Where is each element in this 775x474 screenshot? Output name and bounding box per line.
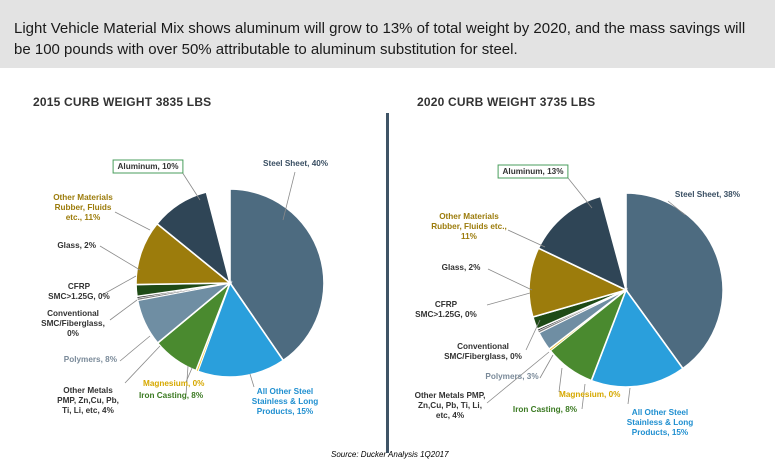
data-label-all-other-steel: All Other Steel Stainless & Long Products,… [627, 408, 693, 437]
leader-line-other-materials [507, 229, 546, 248]
leader-line-all-other-steel [249, 373, 255, 388]
data-label-other-materials: Other Materials Rubber, Fluids etc., 11% [431, 212, 507, 241]
leader-line-aluminum [181, 171, 201, 201]
data-label-other-materials: Other Materials Rubber, Fluids etc., 11% [53, 193, 113, 222]
pie-slice-steel-sheet [229, 188, 325, 362]
pie-slice-aluminum [155, 191, 232, 286]
leader-line-conventional-smc [525, 319, 541, 351]
data-label-all-other-steel: All Other Steel Stainless & Long Products,… [252, 387, 318, 416]
data-label-steel-sheet: Steel Sheet, 38% [675, 190, 741, 199]
data-label-glass: Glass, 2% [442, 263, 481, 272]
pie-slice-steel-sheet [625, 192, 724, 370]
data-label-iron-casting: Iron Casting, 8% [513, 405, 578, 414]
leader-line-glass [487, 268, 533, 291]
chart-title-2020: 2020 CURB WEIGHT 3735 LBS [417, 95, 596, 109]
pie-slice-all-other-steel [590, 288, 685, 388]
leader-line-aluminum [567, 177, 593, 209]
data-label-conventional-smc: Conventional SMC/Fiberglass, 0% [444, 342, 523, 361]
data-label-other-metals: Other Metals PMP, Zn,Cu, Pb, Ti, Li, etc, … [57, 386, 119, 415]
leader-line-steel-sheet [282, 171, 296, 221]
data-label-magnesium: Magnesium, 0% [143, 379, 205, 388]
header-text: Light Vehicle Material Mix shows aluminu… [14, 20, 746, 58]
leader-line-other-metals [486, 351, 550, 404]
data-label-iron-casting: Iron Casting, 8% [139, 391, 204, 400]
data-label-glass: Glass, 2% [57, 241, 96, 250]
pie-chart-1: Steel Sheet, 38% All Other Steel Stainless… [415, 164, 741, 437]
leader-line-conventional-smc [109, 299, 138, 321]
data-label-aluminum: Aluminum, 10% [118, 162, 180, 171]
data-label-cfrp: CFRP SMC>1.25G, 0% [48, 282, 110, 301]
data-label-box-aluminum [497, 164, 569, 179]
data-label-cfrp: CFRP SMC>1.25G, 0% [415, 300, 477, 319]
leader-line-iron-casting [185, 365, 189, 396]
leader-line-polymers [119, 335, 151, 362]
leader-line-cfrp [486, 292, 531, 306]
pie-slice-other-materials [135, 222, 233, 286]
leader-line-other-metals [124, 345, 161, 384]
leader-line-cfrp [101, 275, 137, 296]
data-label-other-metals: Other Metals PMP, Zn,Cu, Pb, Ti, Li, etc, … [415, 391, 486, 420]
header-banner: Light Vehicle Material Mix shows aluminu… [0, 0, 775, 68]
pie-slice-other-materials [528, 247, 629, 318]
data-label-box-aluminum [112, 159, 184, 174]
data-label-polymers: Polymers, 8% [64, 355, 118, 364]
pie-slice-all-other-steel [196, 281, 285, 378]
leader-line-other-materials [114, 211, 151, 231]
leader-line-magnesium [558, 367, 563, 393]
leader-line-all-other-steel [627, 387, 631, 405]
leader-line-steel-sheet [667, 200, 686, 216]
leader-line-glass [99, 245, 141, 271]
data-label-magnesium: Magnesium, 0% [559, 390, 621, 399]
data-label-aluminum: Aluminum, 13% [503, 167, 565, 176]
chart-title-2015: 2015 CURB WEIGHT 3835 LBS [33, 95, 212, 109]
data-label-polymers: Polymers, 3% [485, 372, 539, 381]
data-label-conventional-smc: Conventional SMC/Fiberglass, 0% [41, 309, 105, 338]
data-label-steel-sheet: Steel Sheet, 40% [263, 159, 329, 168]
chart-divider [386, 113, 389, 453]
pie-chart-0: Steel Sheet, 40% All Other Steel Stainless… [41, 159, 329, 416]
leader-line-iron-casting [581, 383, 586, 410]
source-note: Source: Ducker Analysis 1Q2017 [331, 450, 449, 459]
leader-line-polymers [539, 354, 554, 379]
